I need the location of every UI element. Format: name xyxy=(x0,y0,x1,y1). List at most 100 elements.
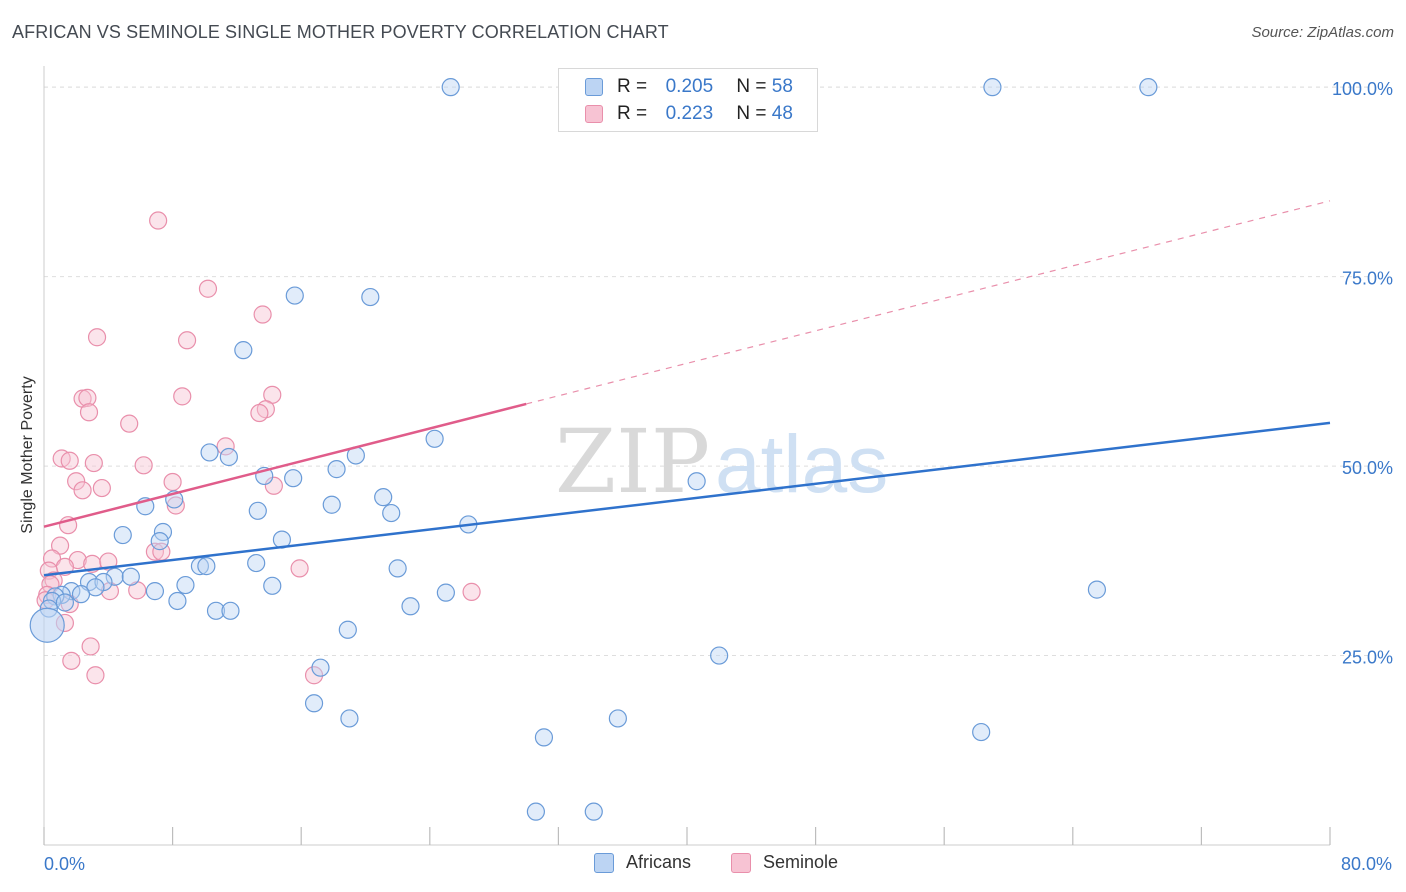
seminole-r-label: R = xyxy=(617,103,648,124)
africans-point xyxy=(401,597,420,616)
seminole-point xyxy=(250,403,269,423)
axes xyxy=(43,66,1331,846)
africans-swatch xyxy=(585,78,603,96)
x-tick-label: 0.0% xyxy=(44,854,85,874)
watermark: ZIP atlas xyxy=(555,410,888,513)
africans-point xyxy=(327,460,346,479)
y-tick-label: 100.0% xyxy=(1332,79,1393,99)
africans-point xyxy=(972,722,991,742)
seminole-trend-line xyxy=(43,402,527,528)
africans-point xyxy=(382,503,401,523)
seminole-point xyxy=(173,387,192,406)
seminole-point xyxy=(81,637,100,656)
africans-point xyxy=(361,287,380,307)
africans-point xyxy=(1087,580,1107,599)
grid-lines xyxy=(44,86,1370,657)
seminole-swatch xyxy=(585,105,603,123)
africans-point xyxy=(168,591,187,611)
seminole-point xyxy=(79,403,99,422)
africans-trend-line xyxy=(43,421,1331,577)
seminole-point xyxy=(78,388,97,407)
seminole-point xyxy=(253,305,272,324)
watermark-zip: ZIP xyxy=(555,410,710,513)
seminole-r-value: 0.223 xyxy=(665,103,714,124)
legend-item-seminole: Seminole xyxy=(731,852,838,873)
africans-point xyxy=(176,575,195,595)
africans-point xyxy=(145,582,165,601)
africans-point xyxy=(113,525,132,545)
tick-labels: 25.0% 50.0% 75.0% 100.0% 0.0% 80.0% xyxy=(44,79,1393,874)
africans-point xyxy=(285,286,304,305)
y-tick-label: 25.0% xyxy=(1342,648,1393,668)
seminole-point xyxy=(67,472,86,491)
seminole-point xyxy=(134,456,153,475)
africans-point xyxy=(388,559,407,578)
africans-n-value: 58 xyxy=(771,76,793,97)
africans-point xyxy=(425,429,444,448)
legend-row-seminole: R = 0.223 N = 48 xyxy=(585,102,793,126)
africans-point xyxy=(150,532,169,551)
seminole-points xyxy=(36,211,481,685)
africans-point xyxy=(248,501,267,520)
africans-point xyxy=(55,593,74,612)
correlation-legend: R = 0.205 N = 58 R = 0.223 N = 48 xyxy=(558,68,818,132)
seminole-point xyxy=(198,279,218,298)
x-tick-label: 80.0% xyxy=(1341,854,1392,874)
seminole-point xyxy=(166,496,185,515)
africans-point xyxy=(338,620,357,639)
seminole-point xyxy=(304,666,324,685)
seminole-point xyxy=(73,481,92,500)
africans-legend-swatch xyxy=(594,852,614,873)
seminole-point xyxy=(120,414,139,433)
seminole-legend-swatch xyxy=(731,852,751,873)
africans-point xyxy=(304,694,324,713)
seminole-point xyxy=(92,478,111,498)
seminole-point xyxy=(163,472,182,492)
africans-point xyxy=(526,802,545,821)
africans-point xyxy=(219,447,238,467)
seminole-point xyxy=(145,542,165,561)
seminole-legend-label: Seminole xyxy=(763,852,839,872)
africans-point xyxy=(534,728,554,747)
africans-point xyxy=(71,585,91,604)
legend-row-africans: R = 0.205 N = 58 xyxy=(585,75,793,99)
seminole-point xyxy=(60,451,79,470)
seminole-point xyxy=(86,666,105,685)
y-tick-label: 50.0% xyxy=(1342,458,1393,478)
africans-point xyxy=(234,341,253,360)
africans-point xyxy=(340,709,359,728)
africans-point xyxy=(608,709,627,728)
source-label: Source: ZipAtlas.com xyxy=(1251,24,1394,41)
y-tick-label: 75.0% xyxy=(1342,269,1393,289)
africans-point xyxy=(105,567,124,586)
africans-legend-label: Africans xyxy=(626,852,692,872)
africans-point xyxy=(436,583,455,602)
seminole-point xyxy=(84,453,103,473)
series-legend: Africans Seminole xyxy=(0,852,1406,878)
africans-r-label: R = xyxy=(617,76,648,97)
africans-n-label: N = xyxy=(736,76,767,97)
legend-item-africans: Africans xyxy=(594,852,691,873)
africans-point xyxy=(687,472,706,491)
seminole-point xyxy=(100,582,120,601)
africans-point xyxy=(284,469,303,488)
seminole-point xyxy=(216,437,235,456)
africans-point xyxy=(374,488,393,507)
seminole-point xyxy=(290,559,309,578)
seminole-point xyxy=(264,476,283,495)
africans-point xyxy=(263,576,282,595)
seminole-point xyxy=(50,536,70,555)
seminole-point xyxy=(87,328,107,347)
seminole-n-value: 48 xyxy=(771,103,793,124)
africans-point xyxy=(247,553,266,573)
seminole-point xyxy=(462,582,481,601)
africans-point xyxy=(221,601,240,620)
seminole-point xyxy=(99,552,118,571)
africans-point xyxy=(121,567,140,586)
africans-point xyxy=(200,443,219,462)
africans-point xyxy=(710,646,729,665)
africans-point xyxy=(983,78,1002,97)
africans-point xyxy=(311,658,330,677)
africans-point xyxy=(29,607,65,643)
africans-point xyxy=(197,557,216,576)
